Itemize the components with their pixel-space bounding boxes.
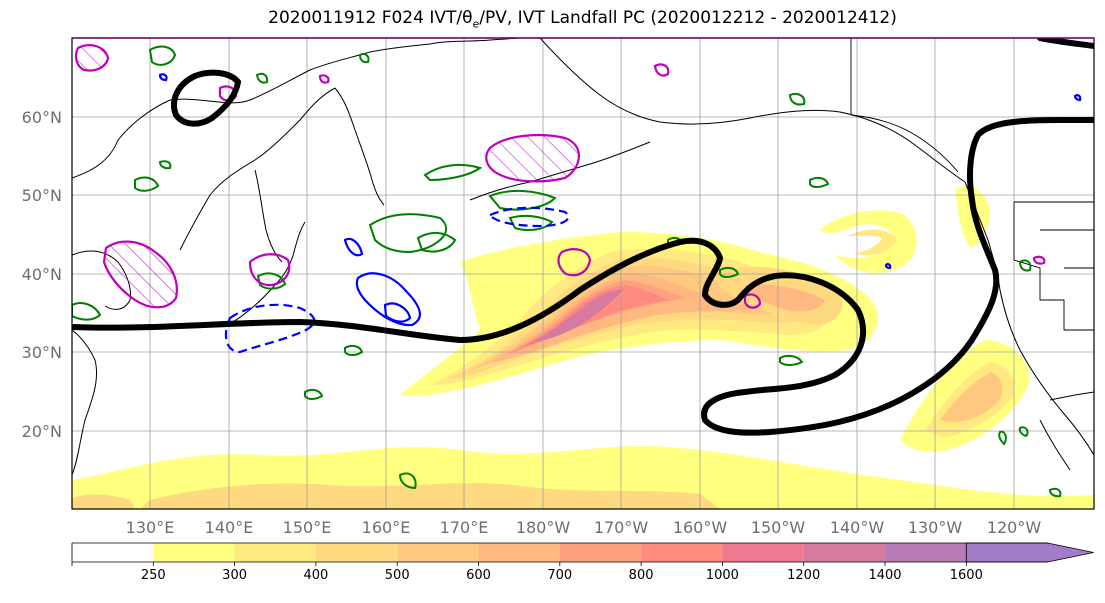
lat-label: 60°N — [22, 108, 62, 127]
colorbar-swatch — [397, 543, 479, 562]
pv-positive-contours — [74, 44, 1046, 309]
coast-japan — [227, 221, 306, 326]
ivt-shading — [72, 186, 1094, 509]
ivt-south-east-400 — [940, 372, 1003, 423]
colorbar-extend-arrow — [965, 542, 1094, 563]
lon-label: 180°W — [516, 518, 571, 537]
coast-kamchatka — [334, 87, 385, 206]
lon-label: 150°E — [283, 518, 332, 537]
coast-baja — [1039, 419, 1071, 471]
pc-top-right — [1037, 38, 1094, 49]
colorbar-tick-label: 1000 — [706, 568, 739, 583]
lat-label: 50°N — [22, 186, 62, 205]
colorbar-swatch — [803, 543, 885, 562]
lon-label: 130°E — [126, 518, 175, 537]
coast-china — [72, 329, 98, 476]
lon-label: 170°W — [594, 518, 649, 537]
lon-label: 130°W — [908, 518, 963, 537]
lat-label: 30°N — [22, 343, 62, 362]
ivt-ar-1200 — [535, 290, 622, 342]
colorbar-tick-label: 1400 — [868, 568, 901, 583]
colorbar-tick-label: 500 — [385, 568, 410, 583]
ivt-tropical-band-left — [72, 494, 135, 509]
lat-label: 20°N — [22, 422, 62, 441]
coast-na-west — [964, 181, 1094, 456]
colorbar-tick-label: 600 — [466, 568, 491, 583]
colorbar-tick-label: 800 — [629, 568, 654, 583]
colorbar: 250 300 400 500 600 700 800 1000 1200 1400 1600 — [71, 542, 1094, 583]
colorbar-tick-label: 700 — [547, 568, 572, 583]
plot-title: 2020011912 F024 IVT/θe/PV, IVT Landfall … — [268, 8, 897, 31]
lat-lon-grid — [72, 38, 1094, 509]
lon-label: 160°E — [362, 518, 411, 537]
latitude-labels: 60°N 50°N 40°N 30°N 20°N — [22, 108, 62, 441]
colorbar-tick-label: 250 — [141, 568, 166, 583]
colorbar-swatch — [234, 543, 316, 562]
lat-label: 40°N — [22, 265, 62, 284]
colorbar-tick-label: 400 — [303, 568, 328, 583]
lon-label: 140°E — [205, 518, 254, 537]
colorbar-swatch — [722, 543, 804, 562]
ivt-hook-inner — [848, 229, 898, 256]
coastlines — [72, 38, 1094, 476]
theta-e-contours — [72, 45, 1062, 498]
longitude-labels: 130°E 140°E 150°E 160°E 170°E 180°W 170°… — [126, 518, 1042, 537]
pc-loop-nw — [171, 69, 242, 127]
colorbar-swatch — [641, 543, 723, 562]
colorbar-swatch — [559, 543, 642, 562]
coast-alaska — [539, 38, 966, 183]
ivt-ar-500 — [470, 265, 790, 370]
lon-label: 160°W — [673, 518, 728, 537]
ivt-ar-east-inner — [745, 284, 825, 312]
lon-label: 170°E — [440, 518, 489, 537]
pc-main-line — [72, 117, 1094, 436]
colorbar-swatch — [153, 543, 235, 562]
ivt-tropical-band-inner — [140, 483, 720, 509]
colorbar-tick-label: 1200 — [787, 568, 820, 583]
colorbar-swatch — [478, 543, 560, 562]
ivt-hook — [820, 210, 917, 274]
colorbar-tick-label: 1600 — [950, 568, 983, 583]
ivt-ar-600 — [490, 274, 760, 362]
borders — [850, 38, 1094, 401]
pv-negative-contours — [158, 73, 1082, 354]
landfall-pc-contour — [72, 38, 1094, 436]
colorbar-swatch — [72, 543, 154, 562]
lon-label: 140°W — [830, 518, 885, 537]
colorbar-swatch — [315, 543, 398, 562]
colorbar-tick-label: 300 — [222, 568, 247, 583]
lon-label: 150°W — [751, 518, 806, 537]
lon-label: 120°W — [987, 518, 1042, 537]
coast-siberia — [72, 38, 521, 179]
colorbar-swatch — [885, 543, 967, 562]
coast-okhotsk — [179, 87, 336, 251]
